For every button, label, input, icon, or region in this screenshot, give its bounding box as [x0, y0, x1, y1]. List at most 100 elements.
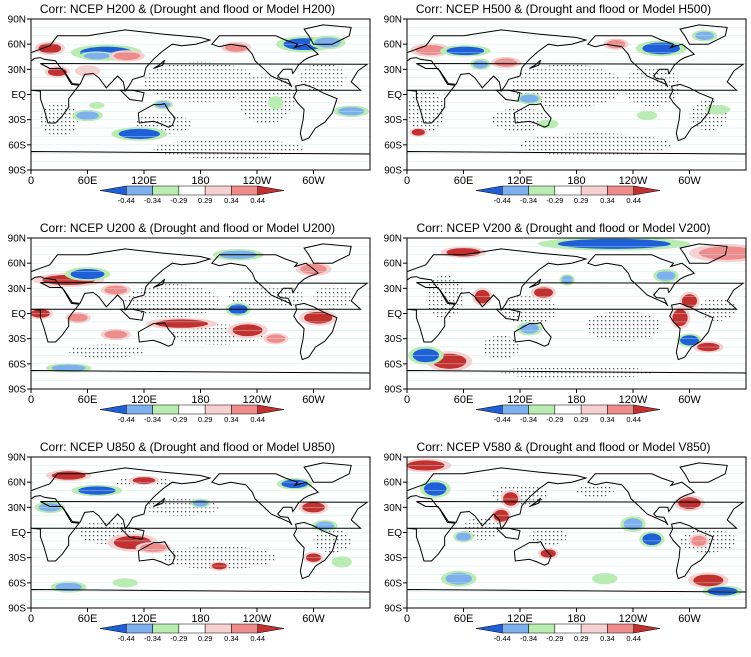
lat-label: 30S	[8, 115, 26, 126]
lat-label: 60N	[384, 478, 402, 489]
correlation-region	[595, 574, 615, 583]
correlation-region	[520, 94, 539, 103]
lon-label: 180	[567, 394, 585, 406]
correlation-region	[520, 323, 539, 334]
lat-label: 90N	[8, 234, 26, 245]
coastline	[293, 83, 338, 142]
coastline	[293, 302, 338, 361]
lon-label: 60W	[678, 613, 701, 625]
lon-label: 60E	[78, 394, 98, 406]
coastline	[303, 462, 352, 483]
lon-label: 120E	[131, 175, 157, 187]
colorbar-label: 0.29	[574, 415, 589, 424]
lon-label: 120W	[619, 613, 648, 625]
colorbar-label: -0.29	[546, 634, 563, 643]
correlation-region	[55, 582, 82, 592]
lon-label: 60W	[678, 394, 701, 406]
lon-label: 60W	[302, 394, 325, 406]
lon-label: 120W	[619, 175, 648, 187]
lat-label: 60N	[384, 40, 402, 51]
correlation-region	[708, 106, 728, 113]
colorbar-label: 0.29	[198, 415, 213, 424]
lat-label: 60S	[8, 359, 26, 370]
lat-label: 90S	[384, 166, 402, 177]
correlation-region	[140, 543, 167, 552]
colorbar-swatch	[580, 623, 608, 634]
colorbar-label: -0.44	[118, 415, 135, 424]
lon-label: 0	[404, 613, 410, 625]
coastline	[303, 243, 352, 264]
colorbar-swatch	[633, 623, 661, 634]
correlation-region	[678, 497, 701, 510]
coastline	[31, 63, 369, 124]
correlation-region	[680, 335, 699, 346]
correlation-region	[656, 270, 676, 281]
significance-stipple	[125, 284, 220, 318]
correlation-region	[38, 43, 62, 54]
antarctica-coastline	[31, 370, 370, 389]
correlation-region	[534, 287, 553, 298]
lat-label: EQ	[388, 528, 403, 539]
lat-label: 30S	[384, 334, 402, 345]
significance-stipple	[153, 138, 305, 160]
correlation-region	[155, 319, 209, 328]
lon-label: 120E	[131, 613, 157, 625]
correlation-region	[314, 37, 341, 48]
colorbar-label: -0.29	[546, 196, 563, 205]
coastline	[210, 254, 320, 307]
lat-label: 90S	[8, 604, 26, 615]
correlation-region	[224, 43, 248, 52]
lat-label: 30S	[8, 553, 26, 564]
coastline	[407, 282, 745, 343]
colorbar-swatch	[633, 185, 661, 196]
coastline	[495, 308, 521, 321]
antarctica-coastline	[31, 589, 370, 608]
correlation-region	[132, 477, 156, 484]
colorbar-label: -0.34	[144, 415, 161, 424]
colorbar-label: 0.44	[250, 196, 265, 205]
colorbar-label: 0.34	[224, 196, 239, 205]
panel-title: Corr: NCEP U200 & (Drought and flood or …	[39, 221, 336, 235]
colorbar-swatch	[204, 623, 232, 634]
lon-label: 60E	[454, 613, 474, 625]
lat-label: 30S	[384, 553, 402, 564]
lat-label: 60S	[8, 578, 26, 589]
significance-stipple	[585, 310, 662, 342]
coastline	[529, 278, 542, 288]
coastline	[495, 89, 521, 102]
lon-label: 180	[567, 613, 585, 625]
colorbar-label: -0.44	[118, 196, 135, 205]
colorbar-label: -0.34	[144, 196, 161, 205]
lat-label: 60N	[8, 478, 26, 489]
lon-label: 120E	[131, 394, 157, 406]
lon-label: 180	[567, 175, 585, 187]
coastline	[119, 89, 145, 102]
map-body	[31, 238, 370, 389]
coastline	[679, 24, 728, 45]
colorbar-label: 0.44	[626, 196, 641, 205]
colorbar-label: 0.29	[198, 196, 213, 205]
lat-label: 30N	[8, 503, 26, 514]
correlation-region	[693, 574, 724, 587]
lon-label: 0	[28, 175, 34, 187]
lat-label: 90N	[384, 453, 402, 464]
lat-label: 60S	[8, 140, 26, 151]
coastline	[303, 24, 352, 45]
lon-label: 0	[404, 394, 410, 406]
coastline	[31, 282, 369, 343]
correlation-region	[91, 102, 103, 108]
correlation-region	[104, 285, 128, 295]
lon-label: 180	[191, 613, 209, 625]
lat-label: 30N	[8, 284, 26, 295]
lat-label: 30N	[384, 65, 402, 76]
coastline	[669, 83, 714, 142]
coastline	[529, 59, 542, 69]
colorbar-swatch	[554, 185, 582, 196]
colorbar-swatch	[231, 404, 258, 415]
lat-label: 90S	[8, 385, 26, 396]
antarctica-coastline	[407, 589, 746, 608]
correlation-region	[494, 58, 518, 67]
coastline	[31, 501, 369, 562]
lon-label: 60E	[78, 175, 98, 187]
